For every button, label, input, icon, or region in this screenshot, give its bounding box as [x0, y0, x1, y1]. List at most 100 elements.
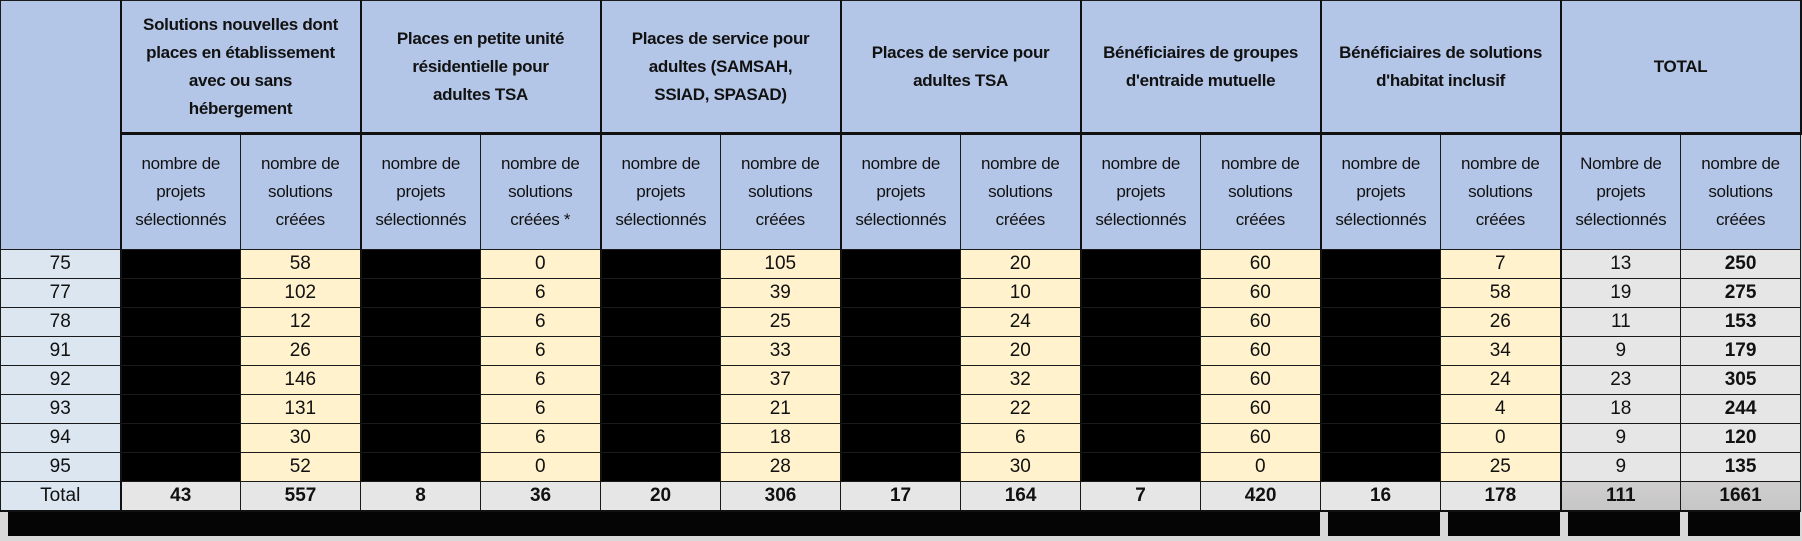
- solutions-cell: 20: [960, 249, 1082, 279]
- solutions-cell: 0: [480, 452, 602, 482]
- redacted-projets-cell: [119, 278, 241, 308]
- redacted-projets-cell: [359, 307, 482, 337]
- redacted-projets-cell: [599, 423, 722, 453]
- subheader-total-solutions: nombre de solutions créées: [1680, 133, 1802, 250]
- redacted-footer-box: [1328, 512, 1440, 536]
- redacted-projets-cell: [359, 249, 482, 279]
- solutions-cell: 6: [480, 336, 602, 366]
- subheader-projets: nombre de projets sélectionnés: [1079, 133, 1202, 250]
- redacted-footer-box: [1688, 512, 1800, 536]
- subheader-total-projets: Nombre de projets sélectionnés: [1559, 133, 1682, 250]
- redacted-projets-cell: [1319, 423, 1442, 453]
- table-row: 93 131 6 21 22 60 4 18 244: [0, 394, 1802, 424]
- table-row: 77 102 6 39 10 60 58 19 275: [0, 278, 1802, 308]
- table-row: 91 26 6 33 20 60 34 9 179: [0, 336, 1802, 366]
- grand-total-solutions: 1661: [1680, 481, 1802, 512]
- redacted-projets-cell: [1079, 365, 1202, 395]
- redacted-projets-cell: [1319, 394, 1442, 424]
- subheader-solutions: nombre de solutions créées: [1440, 133, 1562, 250]
- redacted-projets-cell: [359, 278, 482, 308]
- redacted-projets-cell: [119, 307, 241, 337]
- redacted-projets-cell: [599, 307, 722, 337]
- redacted-projets-cell: [1079, 278, 1202, 308]
- solutions-cell: 4: [1440, 394, 1562, 424]
- redacted-projets-cell: [599, 394, 722, 424]
- redacted-projets-cell: [359, 336, 482, 366]
- header-subcolumn-row: nombre de projets sélectionnés nombre de so…: [1, 133, 1802, 250]
- subheader-projets: nombre de projets sélectionnés: [599, 133, 722, 250]
- solutions-cell: 60: [1200, 278, 1322, 308]
- solutions-cell: 102: [239, 278, 362, 308]
- total-projets-cell: 18: [1559, 394, 1682, 424]
- solutions-cell: 60: [1200, 336, 1322, 366]
- solutions-cell: 25: [720, 307, 842, 337]
- subheader-projets: nombre de projets sélectionnés: [359, 133, 482, 250]
- solutions-cell: 26: [1440, 307, 1562, 337]
- redacted-projets-cell: [359, 423, 482, 453]
- group-header-service-adultes-tsa: Places de service pour adultes TSA: [839, 0, 1082, 135]
- total-cell: 557: [239, 481, 362, 512]
- total-row: Total 43 557 8 36 20 306 17 164 7 420 16…: [0, 481, 1802, 512]
- solutions-cell: 60: [1200, 394, 1322, 424]
- solutions-cell: 21: [720, 394, 842, 424]
- redacted-projets-cell: [839, 249, 962, 279]
- total-solutions-cell: 135: [1680, 452, 1802, 482]
- redacted-footer-box: [1448, 512, 1560, 536]
- table-body: 75 58 0 105 20 60 7 13 250 77 102 6 39 10 60 58 19 275 78 1…: [0, 249, 1802, 482]
- solutions-cell: 30: [960, 452, 1082, 482]
- solutions-cell: 6: [480, 394, 602, 424]
- group-header-entraide-mutuelle: Bénéficiaires de groupes d'entraide mutu…: [1079, 0, 1322, 135]
- department-label: 92: [0, 365, 122, 395]
- solutions-cell: 24: [960, 307, 1082, 337]
- redacted-projets-cell: [1079, 336, 1202, 366]
- grand-total-projets: 111: [1559, 481, 1682, 512]
- department-label: 91: [0, 336, 122, 366]
- solutions-cell: 26: [239, 336, 362, 366]
- total-solutions-cell: 250: [1680, 249, 1802, 279]
- solutions-cell: 6: [480, 423, 602, 453]
- solutions-cell: 39: [720, 278, 842, 308]
- redacted-projets-cell: [1079, 423, 1202, 453]
- redacted-projets-cell: [1079, 394, 1202, 424]
- total-solutions-cell: 305: [1680, 365, 1802, 395]
- solutions-cell: 20: [960, 336, 1082, 366]
- redacted-projets-cell: [839, 423, 962, 453]
- table-row: 94 30 6 18 6 60 0 9 120: [0, 423, 1802, 453]
- redacted-projets-cell: [119, 452, 241, 482]
- redacted-projets-cell: [359, 365, 482, 395]
- department-label: 95: [0, 452, 122, 482]
- redacted-projets-cell: [599, 249, 722, 279]
- total-cell: 43: [120, 481, 241, 512]
- group-header-service-adultes: Places de service pour adultes (SAMSAH, …: [599, 0, 842, 135]
- subheader-solutions: nombre de solutions créées *: [480, 133, 602, 250]
- department-label: 75: [0, 249, 122, 279]
- total-solutions-cell: 275: [1680, 278, 1802, 308]
- redacted-projets-cell: [359, 452, 482, 482]
- solutions-cell: 146: [239, 365, 362, 395]
- total-cell: 306: [720, 481, 842, 512]
- redacted-footnote-bar: [8, 512, 1320, 536]
- redacted-projets-cell: [1319, 278, 1442, 308]
- solutions-cell: 28: [720, 452, 842, 482]
- subheader-projets: nombre de projets sélectionnés: [1319, 133, 1442, 250]
- total-projets-cell: 23: [1559, 365, 1682, 395]
- solutions-cell: 105: [720, 249, 842, 279]
- solutions-cell: 34: [1440, 336, 1562, 366]
- table-row: 75 58 0 105 20 60 7 13 250: [0, 249, 1802, 279]
- group-header-total: TOTAL: [1559, 0, 1802, 135]
- solutions-cell: 32: [960, 365, 1082, 395]
- redacted-projets-cell: [839, 307, 962, 337]
- table-row: 95 52 0 28 30 0 25 9 135: [0, 452, 1802, 482]
- solutions-cell: 10: [960, 278, 1082, 308]
- solutions-cell: 6: [480, 365, 602, 395]
- subheader-projets: nombre de projets sélectionnés: [119, 133, 241, 250]
- solutions-cell: 12: [239, 307, 362, 337]
- redacted-projets-cell: [119, 394, 241, 424]
- solutions-cell: 6: [480, 278, 602, 308]
- redacted-projets-cell: [1079, 249, 1202, 279]
- total-cell: 36: [480, 481, 602, 512]
- redacted-projets-cell: [599, 365, 722, 395]
- department-label: 78: [0, 307, 122, 337]
- solutions-cell: 58: [239, 249, 362, 279]
- redacted-projets-cell: [1079, 452, 1202, 482]
